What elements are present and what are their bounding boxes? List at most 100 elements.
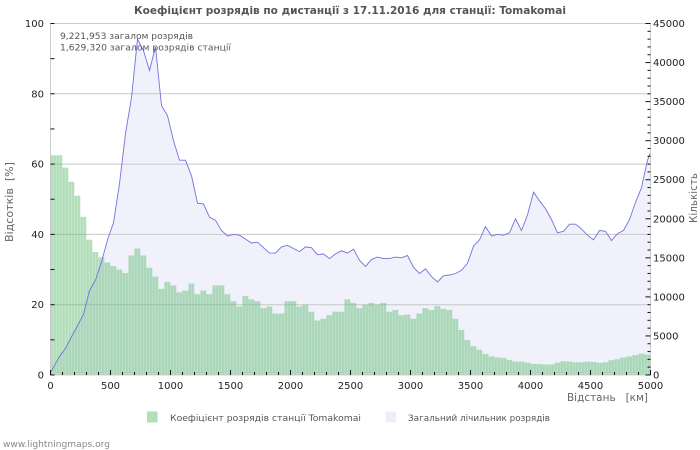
ratio-bar bbox=[476, 349, 483, 375]
ratio-bar bbox=[326, 315, 333, 375]
x-axis-label: 4000 bbox=[518, 381, 543, 392]
ratio-bar bbox=[116, 269, 123, 375]
ratio-bar bbox=[176, 292, 183, 375]
ratio-bar bbox=[410, 318, 417, 375]
left-axis-label: 100 bbox=[25, 19, 44, 30]
ratio-bar bbox=[134, 248, 141, 375]
total-count-line-path bbox=[50, 37, 651, 373]
ratio-bar bbox=[428, 310, 435, 375]
left-axis-label: 80 bbox=[31, 89, 44, 100]
left-axis-label: 40 bbox=[31, 230, 44, 241]
ratio-bar bbox=[488, 356, 495, 375]
right-axis-label: 0 bbox=[653, 371, 659, 382]
x-axis-label: 2000 bbox=[278, 381, 303, 392]
ratio-bar bbox=[308, 311, 315, 375]
right-axis-label: 10000 bbox=[653, 292, 685, 303]
ratio-bar bbox=[422, 308, 429, 375]
ratio-bar bbox=[416, 313, 423, 375]
station-strokes-info: 1,629,320 загалом розрядів станції bbox=[60, 44, 232, 54]
ratio-bar bbox=[170, 285, 177, 375]
ratio-bar bbox=[266, 306, 273, 375]
legend-label-total-count: Загальний лічильник розрядів bbox=[408, 414, 550, 424]
legend-item-total-count[interactable]: Загальний лічильник розрядів bbox=[385, 411, 551, 425]
legend-item-station-ratio[interactable]: Коефіцієнт розрядів станції Tomakomai bbox=[147, 411, 361, 425]
ratio-bar bbox=[434, 306, 441, 375]
ratio-bar bbox=[386, 311, 393, 375]
right-axis-label: 5000 bbox=[653, 331, 678, 342]
ratio-bar bbox=[158, 288, 165, 375]
ratio-bar bbox=[578, 362, 585, 375]
ratio-bar bbox=[506, 359, 513, 375]
ratio-bar bbox=[128, 255, 135, 375]
right-axis-label: 40000 bbox=[653, 58, 685, 69]
ratio-bar bbox=[494, 357, 501, 375]
ratio-bar bbox=[458, 330, 465, 375]
ratio-bar bbox=[140, 255, 147, 375]
ratio-bar bbox=[614, 359, 621, 375]
ratio-bar bbox=[98, 257, 105, 375]
ratio-bar bbox=[260, 308, 267, 375]
ratio-bar bbox=[602, 362, 609, 375]
ratio-bar bbox=[524, 362, 531, 375]
ratio-bar bbox=[518, 361, 525, 375]
ratio-bar bbox=[248, 299, 255, 375]
ratio-bar bbox=[500, 357, 507, 375]
ratio-bar bbox=[272, 313, 279, 375]
ratio-bar bbox=[590, 362, 597, 375]
ratio-bar bbox=[182, 290, 189, 375]
footer-site-link[interactable]: www.lightningmaps.org bbox=[3, 440, 110, 450]
ratio-bar bbox=[374, 304, 381, 375]
ratio-bar bbox=[350, 302, 357, 375]
ratio-bar bbox=[290, 301, 297, 375]
x-axis-label: 4500 bbox=[578, 381, 603, 392]
ratio-bar bbox=[188, 283, 195, 375]
axis-tick-labels: 0204060801000500010000150002000025000300… bbox=[25, 19, 685, 392]
ratio-bar bbox=[212, 285, 219, 375]
ratio-bar bbox=[404, 314, 411, 375]
ratio-bar bbox=[560, 361, 567, 375]
ratio-bar bbox=[194, 294, 201, 375]
total-strokes-info: 9,221,953 загалом розрядів bbox=[60, 32, 193, 42]
ratio-bar bbox=[440, 308, 447, 375]
axis-ticks bbox=[50, 23, 651, 376]
ratio-bar bbox=[242, 295, 249, 375]
x-axis-label: 5000 bbox=[638, 381, 663, 392]
left-axis-label: 20 bbox=[31, 300, 44, 311]
ratio-bar bbox=[554, 362, 561, 375]
ratio-bar bbox=[218, 285, 225, 375]
ratio-bar bbox=[542, 364, 549, 375]
ratio-bar bbox=[536, 364, 543, 375]
x-axis-label: 0 bbox=[47, 381, 53, 392]
legend-swatch-green bbox=[147, 411, 158, 423]
ratio-bar bbox=[362, 304, 369, 375]
ratio-bar bbox=[380, 302, 387, 375]
ratio-bar bbox=[368, 302, 375, 375]
ratio-bar bbox=[644, 354, 651, 375]
x-axis-label: 3000 bbox=[398, 381, 423, 392]
ratio-bar bbox=[344, 299, 351, 375]
ratio-bar bbox=[638, 353, 645, 375]
ratio-bar bbox=[92, 252, 99, 375]
left-axis-title: Відсотків [%] bbox=[3, 162, 16, 242]
ratio-bar bbox=[86, 239, 93, 375]
right-axis-label: 25000 bbox=[653, 175, 685, 186]
legend-swatch-lavender bbox=[385, 411, 396, 423]
total-count-line bbox=[50, 37, 651, 373]
legend: Коефіцієнт розрядів станції Tomakomai За… bbox=[147, 411, 551, 425]
ratio-bar bbox=[122, 273, 129, 375]
ratio-bar bbox=[584, 361, 591, 375]
ratio-bar bbox=[320, 318, 327, 375]
ratio-bar bbox=[464, 339, 471, 375]
x-axis-label: 2500 bbox=[338, 381, 363, 392]
ratio-bar bbox=[80, 216, 87, 375]
legend-label-station-ratio: Коефіцієнт розрядів станції Tomakomai bbox=[170, 414, 361, 424]
ratio-bar bbox=[200, 290, 207, 375]
right-axis-label: 35000 bbox=[653, 97, 685, 108]
ratio-bar bbox=[392, 310, 399, 375]
ratio-bar bbox=[596, 362, 603, 375]
ratio-bar bbox=[482, 353, 489, 375]
x-axis-title: Відстань [км] bbox=[567, 391, 648, 404]
ratio-bar bbox=[332, 311, 339, 375]
